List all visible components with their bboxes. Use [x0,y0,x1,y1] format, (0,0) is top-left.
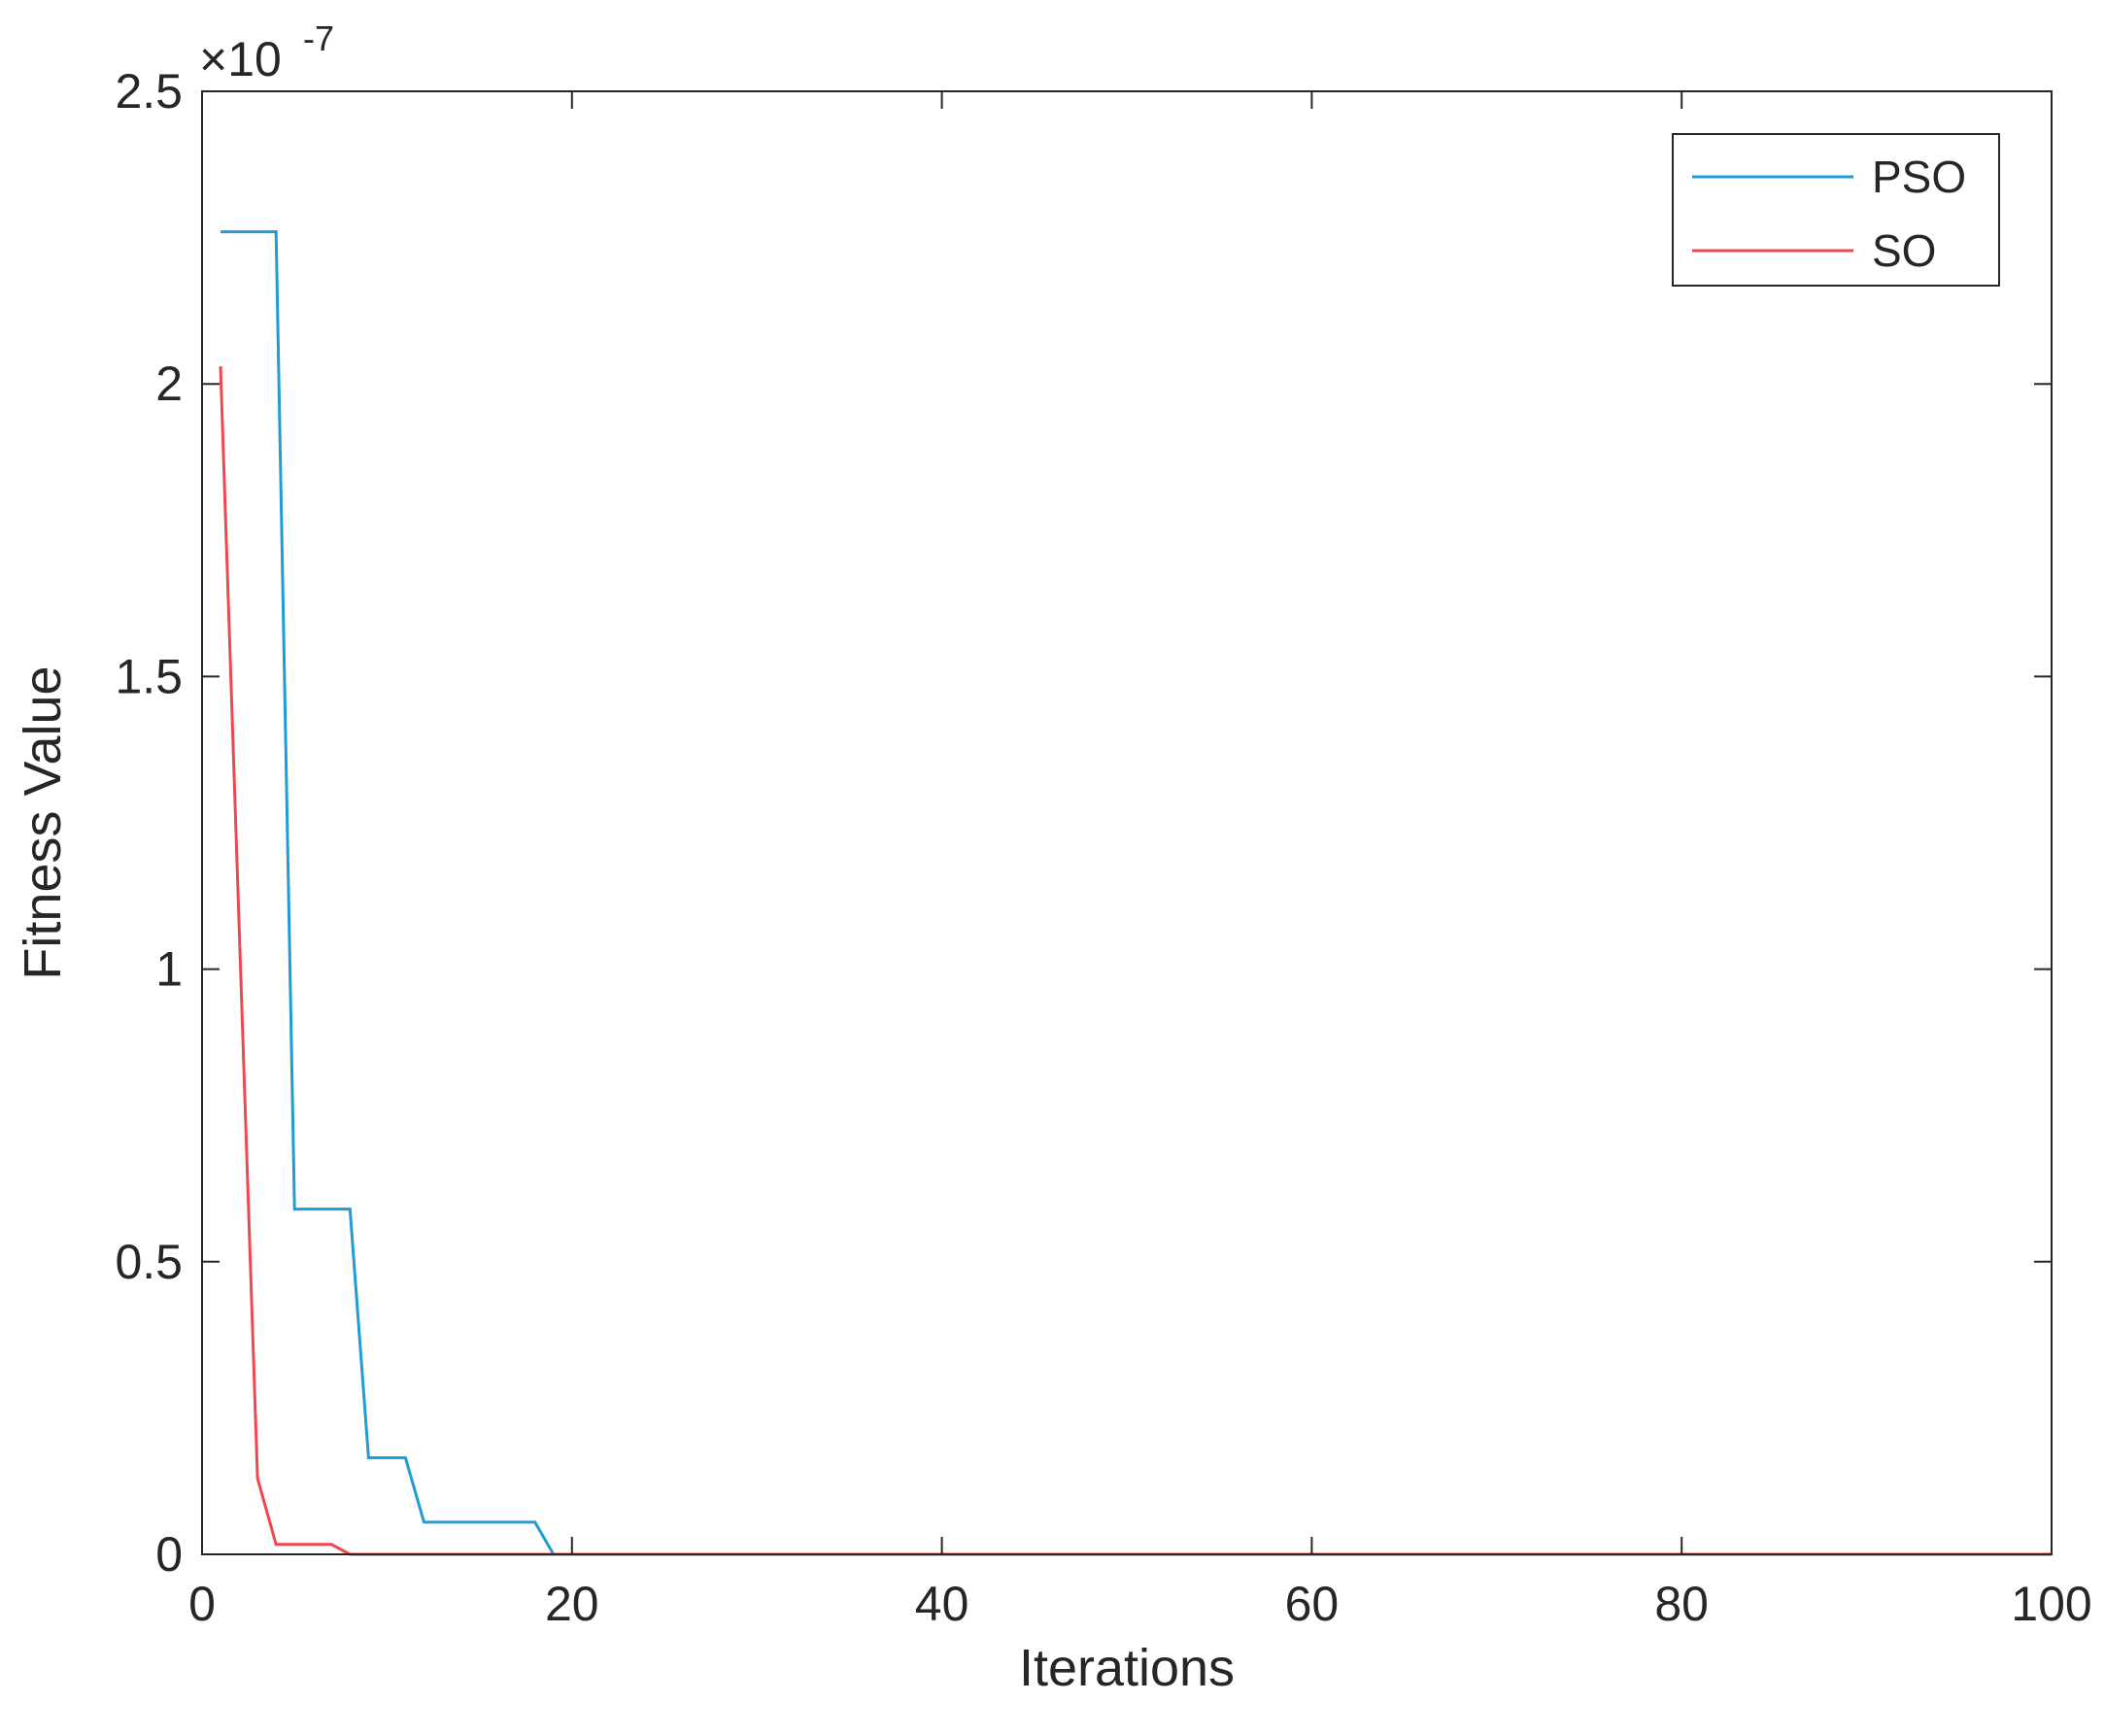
legend-label-so: SO [1872,225,1936,276]
y-tick-label: 1 [155,942,183,997]
y-axis-exponent-base: ×10 [199,32,282,86]
x-tick-label: 100 [2011,1577,2091,1631]
y-tick-label: 1.5 [115,649,183,703]
x-tick-label: 60 [1285,1577,1340,1631]
x-axis-label: Iterations [1019,1639,1235,1697]
x-tick-label: 40 [915,1577,969,1631]
legend-label-pso: PSO [1872,152,1966,202]
legend-box [1672,133,2000,287]
plot-area [202,91,2052,1554]
tick-label-layer: 0 20 40 60 80 100 0 0.5 1 1.5 2 2.5 [115,64,2091,1631]
y-axis-label: Fitness Value [14,665,72,979]
axes-box [201,90,2053,1555]
y-tick-label: 2 [155,357,183,411]
y-tick-label: 2.5 [115,64,183,119]
y-tick-label: 0.5 [115,1235,183,1289]
y-tick-label: 0 [155,1527,183,1582]
x-tick-label: 20 [545,1577,599,1631]
series-line-pso [221,230,2052,1556]
legend: PSO SO [1672,133,2000,287]
y-axis-exponent-power: -7 [303,18,334,58]
x-tick-label: 80 [1654,1577,1709,1631]
x-tick-label: 0 [188,1577,216,1631]
